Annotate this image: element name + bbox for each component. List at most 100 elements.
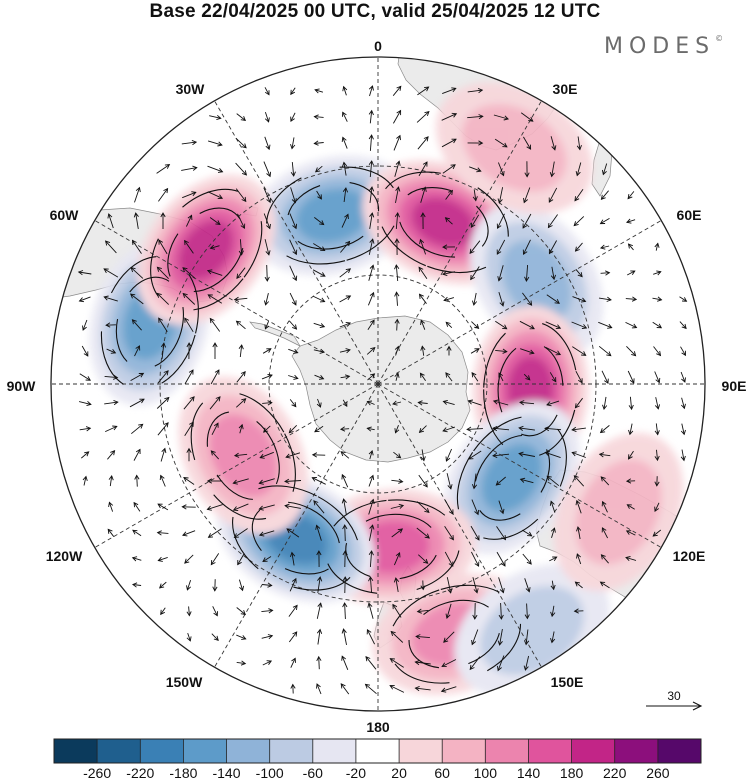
streamline [345, 513, 440, 580]
meridian-line [214, 383, 379, 668]
anomaly-band [209, 414, 278, 498]
streamline [100, 256, 199, 390]
wind-arrow [572, 296, 587, 303]
wind-arrow [160, 607, 166, 616]
wind-arrow [79, 426, 92, 432]
wind-arrow [652, 321, 663, 329]
wind-arrow [550, 580, 556, 591]
wind-arrow [471, 629, 479, 646]
wind-arrow [522, 553, 532, 565]
streamline [377, 171, 509, 274]
wind-arrow [288, 348, 299, 354]
wind-arrow [601, 370, 609, 385]
lon-label-90w: 90W [6, 378, 36, 394]
wind-arrow [523, 629, 530, 646]
wind-arrow [368, 474, 375, 487]
wind-arrow [290, 162, 296, 177]
wind-arrow [417, 86, 430, 96]
wind-arrow [263, 292, 270, 306]
wind-arrow [445, 448, 453, 462]
wind-arrow [416, 608, 429, 614]
anomaly-band [480, 586, 584, 675]
reference-vector-label: 30 [667, 689, 681, 703]
wind-arrow [156, 292, 170, 305]
colorbar [53, 738, 702, 764]
wind-arrow [679, 296, 688, 302]
wind-arrow [467, 399, 482, 406]
wind-arrow [494, 138, 508, 148]
anomaly-band [481, 443, 543, 512]
wind-arrow [414, 685, 431, 692]
wind-arrow [627, 191, 635, 200]
wind-arrow [107, 213, 114, 229]
meridian-line [94, 383, 379, 548]
wind-arrow [652, 529, 662, 537]
wind-arrow [680, 397, 686, 410]
wind-arrow [601, 527, 609, 539]
wind-arrow [159, 474, 166, 487]
wind-arrow [442, 426, 456, 433]
wind-arrow [105, 425, 118, 433]
wind-arrow [339, 321, 352, 328]
wind-arrow [233, 452, 248, 458]
wind-arrow [181, 504, 196, 510]
wind-arrow [207, 140, 223, 147]
height-anomaly-field [89, 82, 684, 697]
map-disc [51, 57, 705, 711]
wind-arrow [549, 500, 556, 513]
wind-arrow [182, 292, 196, 305]
colorbar-swatch [54, 739, 98, 763]
wind-arrow [284, 503, 301, 509]
wind-arrow [654, 242, 660, 251]
wind-arrow [81, 451, 90, 459]
wind-arrow [523, 373, 531, 381]
wind-arrow [576, 526, 582, 540]
wind-arrow [262, 556, 272, 563]
wind-arrow [134, 186, 141, 203]
wind-arrow [210, 369, 220, 385]
wind-arrow [680, 423, 686, 436]
wind-arrow [264, 136, 271, 151]
wind-arrow [367, 291, 375, 306]
wind-arrow [524, 264, 530, 282]
wind-arrow [471, 372, 479, 382]
wind-arrow [393, 109, 402, 124]
wind-arrow [549, 372, 557, 383]
wind-arrow [133, 448, 141, 461]
wind-arrow [598, 452, 611, 458]
wind-arrow [575, 370, 583, 384]
reference-vector-head [692, 701, 703, 711]
wind-arrow [444, 551, 454, 567]
wind-arrow [316, 550, 322, 568]
wind-arrow [418, 161, 428, 177]
wind-arrow [470, 214, 480, 229]
anomaly-low-4 [444, 401, 580, 555]
wind-arrow [602, 396, 608, 411]
wind-arrow [235, 162, 248, 176]
wind-arrow [445, 189, 453, 200]
wind-arrow [157, 556, 168, 562]
wind-arrow [290, 112, 296, 123]
wind-arrow [236, 660, 247, 666]
wind-arrow [392, 400, 402, 406]
wind-arrow [394, 212, 400, 230]
wind-arrow [626, 218, 636, 224]
wind-arrow [263, 187, 272, 204]
wind-arrow [416, 527, 430, 539]
wind-arrow [289, 399, 297, 408]
wind-arrow [367, 319, 375, 331]
wind-arrow [107, 449, 116, 460]
colorbar-label: 100 [473, 765, 497, 781]
wind-arrow [206, 504, 223, 511]
wind-arrow [258, 504, 275, 511]
wind-arrow [418, 266, 428, 279]
wind-arrow [574, 581, 583, 589]
wind-arrow [238, 579, 245, 592]
wind-arrow [368, 85, 374, 97]
anomaly-band [462, 104, 567, 192]
wind-arrow [394, 345, 400, 356]
wind-arrow [628, 423, 634, 436]
colorbar-swatch [442, 739, 486, 763]
wind-arrow [654, 397, 661, 410]
brand-text: MODES [604, 34, 716, 59]
